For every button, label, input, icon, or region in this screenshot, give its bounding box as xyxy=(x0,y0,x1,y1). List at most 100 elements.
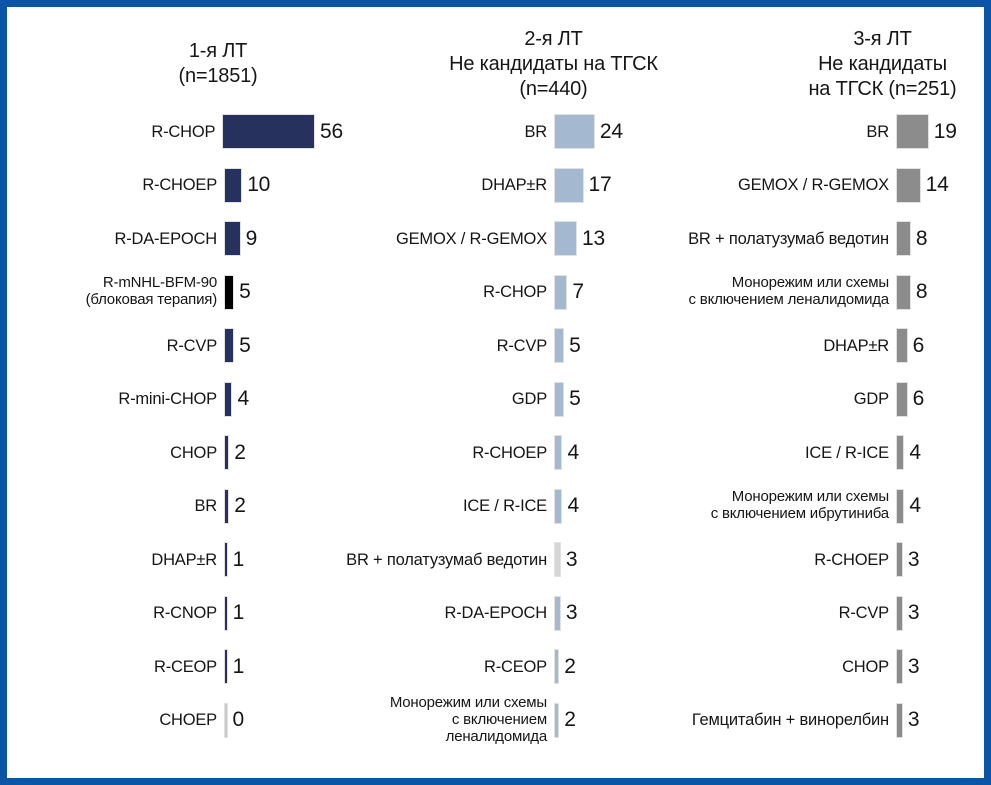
bar-value: 0 xyxy=(232,708,245,732)
bar xyxy=(895,167,921,203)
bar-value: 9 xyxy=(245,226,258,250)
row-label: CHOEP xyxy=(159,711,217,730)
bar-row: R-CVP 5 xyxy=(21,319,343,373)
bar-value: 2 xyxy=(564,654,576,678)
bar xyxy=(895,595,903,631)
bar xyxy=(895,328,908,364)
bar-zone: 1 xyxy=(224,649,343,685)
bar-zone: 3 xyxy=(554,595,666,631)
bar-row: DHAP±R 17 xyxy=(343,159,666,213)
bar-value: 3 xyxy=(565,547,578,571)
bar-row: R-CHOEP 3 xyxy=(666,533,984,587)
bar-zone: 5 xyxy=(223,274,343,310)
column-header: 3-я ЛТ Не кандидаты на ТГСК (n=251) xyxy=(808,27,957,100)
bar xyxy=(223,167,243,203)
bar-zone: 3 xyxy=(554,542,666,578)
bar-row: CHOEP 0 xyxy=(21,694,343,748)
bar xyxy=(224,649,228,685)
bar-zone: 7 xyxy=(553,274,666,310)
bar-row: R-CHOEP 4 xyxy=(343,426,666,480)
bar xyxy=(553,381,565,417)
bar xyxy=(553,488,563,524)
bar-row: R-DA-EPOCH 9 xyxy=(21,212,343,266)
bar xyxy=(895,221,911,257)
bar xyxy=(224,702,228,738)
bar xyxy=(223,381,233,417)
bar-value: 4 xyxy=(909,494,921,518)
bar-row: R-CNOP 1 xyxy=(21,587,343,641)
bar xyxy=(895,435,905,471)
bar-row: Гемцитабин + винорелбин 3 xyxy=(666,694,984,748)
bar-row: GEMOX / R-GEMOX 13 xyxy=(343,212,666,266)
bar xyxy=(223,274,235,310)
bar xyxy=(895,542,903,578)
bar-zone: 4 xyxy=(895,435,984,471)
bar-zone: 3 xyxy=(895,595,984,631)
bar xyxy=(895,488,905,524)
bar-row: DHAP±R 6 xyxy=(666,319,984,373)
bar-row: Монорежим или схемы с включением леналид… xyxy=(343,694,666,748)
row-label: DHAP±R xyxy=(481,176,547,195)
row-label: R-DA-EPOCH xyxy=(444,604,547,623)
bar-row: ICE / R-ICE 4 xyxy=(343,480,666,534)
column-rows: BR 19 GEMOX / R-GEMOX 14 BR + полатузумаб ве… xyxy=(666,105,984,747)
bar xyxy=(223,435,230,471)
bar-value: 5 xyxy=(239,280,251,304)
bar xyxy=(553,702,560,738)
bar-row: DHAP±R 1 xyxy=(21,533,343,587)
bar-zone: 13 xyxy=(553,221,666,257)
row-label: R-mNHL-BFM-90 (блоковая терапия) xyxy=(85,274,218,309)
row-label: BR xyxy=(866,122,889,141)
bar xyxy=(553,328,565,364)
bar-value: 19 xyxy=(933,119,957,143)
bar-zone: 14 xyxy=(895,167,984,203)
chart-column-third-line: 3-я ЛТ Не кандидаты на ТГСК (n=251) BR 19 G… xyxy=(666,23,984,747)
row-label: R-CVP xyxy=(838,604,890,623)
bar xyxy=(223,488,230,524)
row-label: DHAP±R xyxy=(151,550,217,569)
row-label: Гемцитабин + винорелбин xyxy=(691,711,889,730)
bar-zone: 2 xyxy=(223,435,343,471)
row-label: R-DA-EPOCH xyxy=(114,229,217,248)
column-rows: R-CHOP 56 R-CHOEP 10 R-DA-EPOCH 9 R-mNHL-BFM-9… xyxy=(21,105,343,747)
bar-value: 2 xyxy=(234,494,246,518)
bar-value: 2 xyxy=(564,708,576,732)
row-label: R-CHOP xyxy=(483,283,547,302)
bar-row: R-CHOEP 10 xyxy=(21,159,343,213)
bar-value: 6 xyxy=(912,387,925,411)
bar xyxy=(895,649,903,685)
row-label: CHOP xyxy=(170,443,217,462)
bar-value: 5 xyxy=(569,333,581,357)
row-label: R-CHOEP xyxy=(472,443,547,462)
bar xyxy=(224,595,228,631)
bar-zone: 3 xyxy=(895,542,984,578)
bar-row: R-DA-EPOCH 3 xyxy=(343,587,666,641)
bar-zone: 5 xyxy=(553,381,666,417)
bar xyxy=(553,435,563,471)
bar-zone: 17 xyxy=(554,167,666,203)
bar xyxy=(223,328,235,364)
bar-value: 14 xyxy=(925,173,949,197)
bar-zone: 10 xyxy=(223,167,343,203)
bar-value: 17 xyxy=(588,173,612,197)
bar-zone: 1 xyxy=(224,595,343,631)
bar-row: R-CHOP 56 xyxy=(21,105,343,159)
column-header: 1-я ЛТ (n=1851) xyxy=(178,40,258,87)
bar-zone: 3 xyxy=(895,649,984,685)
bar xyxy=(224,221,241,257)
bar-zone: 4 xyxy=(553,488,666,524)
bar xyxy=(895,702,903,738)
bar-value: 8 xyxy=(915,280,928,304)
column-header: 2-я ЛТ Не кандидаты на ТГСК (n=440) xyxy=(449,27,658,100)
bar xyxy=(554,542,561,578)
bar-row: ICE / R-ICE 4 xyxy=(666,426,984,480)
bar-zone: 2 xyxy=(553,702,666,738)
bar-value: 3 xyxy=(907,654,920,678)
row-label: R-CEOP xyxy=(484,657,547,676)
bar-row: GDP 5 xyxy=(343,373,666,427)
bar-value: 3 xyxy=(907,708,920,732)
bar xyxy=(553,274,568,310)
bar-value: 56 xyxy=(320,119,343,143)
bar-zone: 8 xyxy=(895,221,984,257)
row-label: R-CVP xyxy=(166,336,218,355)
